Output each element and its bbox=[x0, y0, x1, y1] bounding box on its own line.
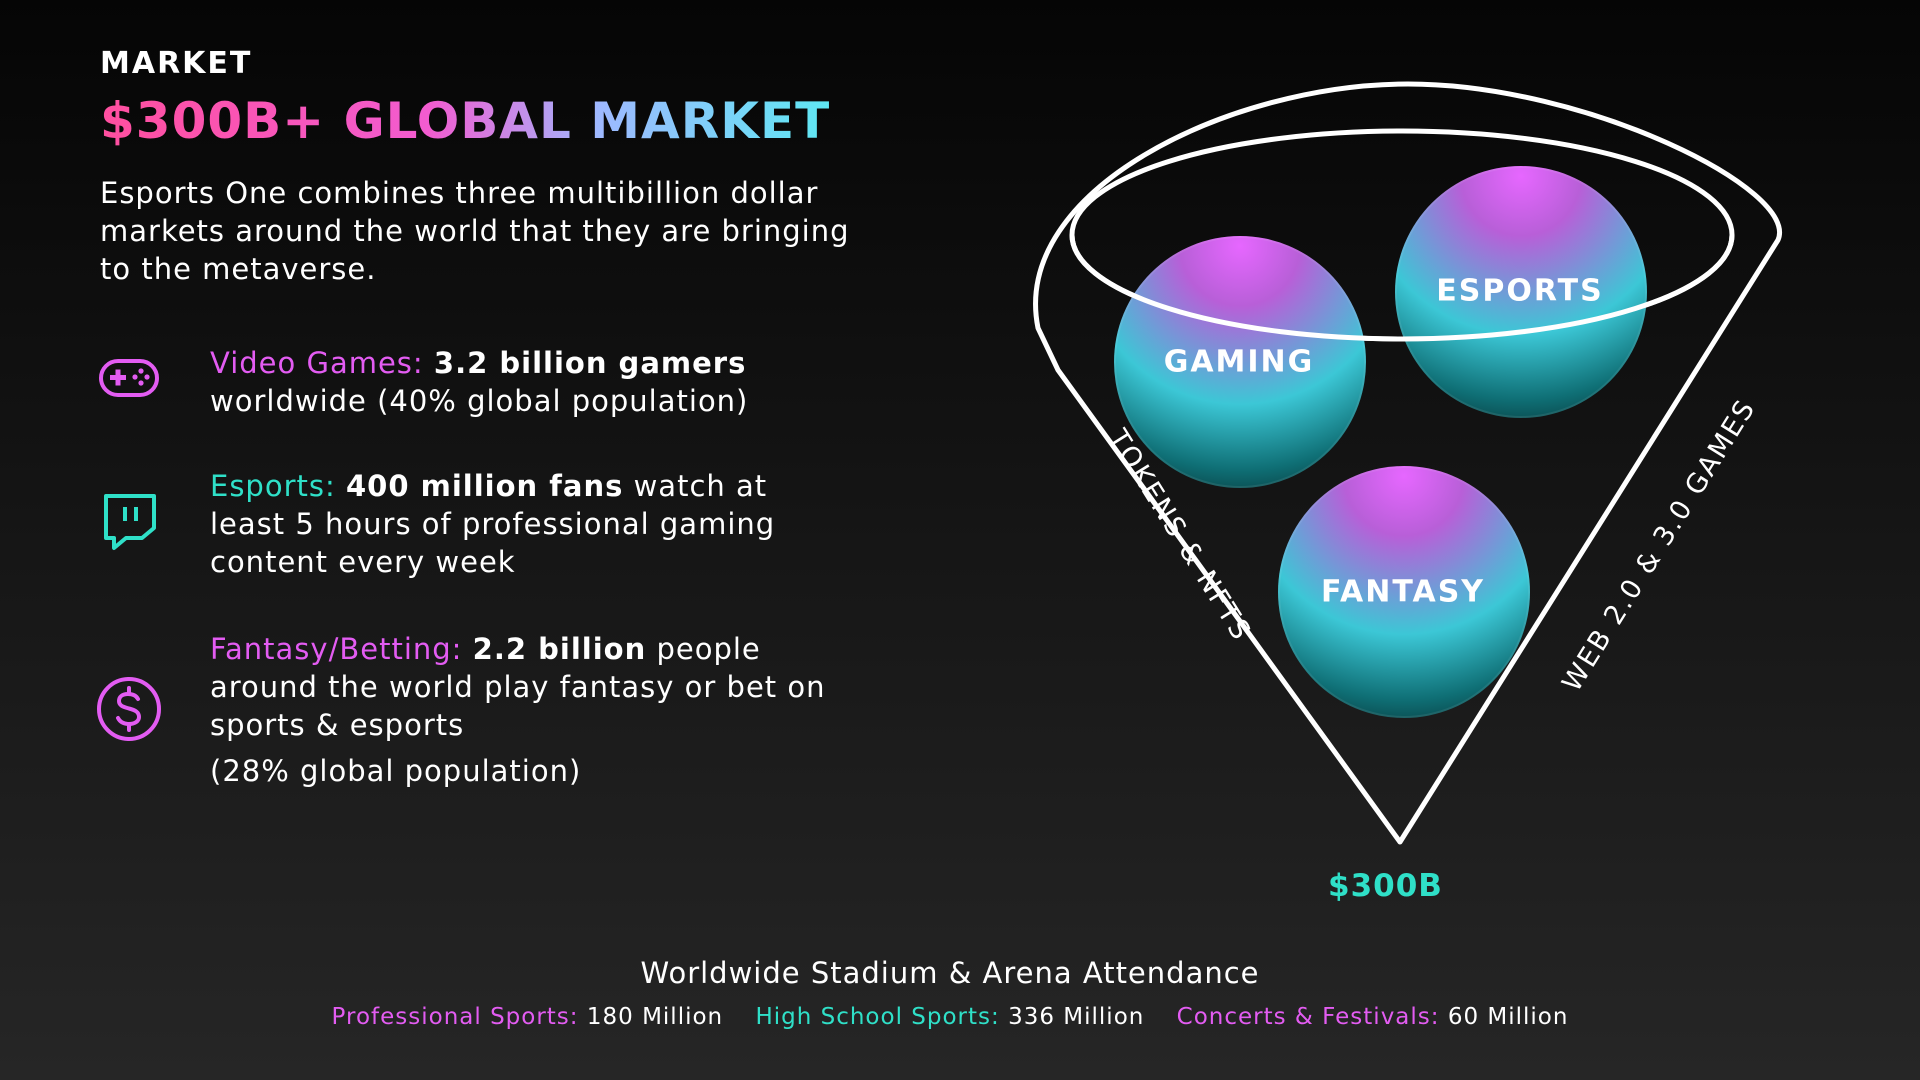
market-funnel-diagram: GAMING ESPORTS FANTASY TOKENS & NFTS WEB… bbox=[1010, 70, 1810, 890]
attendance-value: 336 Million bbox=[1008, 1004, 1144, 1030]
feature-label: Video Games: bbox=[210, 346, 424, 380]
intro-paragraph: Esports One combines three multibillion … bbox=[100, 174, 860, 288]
attendance-label: Professional Sports: bbox=[332, 1004, 579, 1030]
feature-label: Esports: bbox=[210, 469, 336, 503]
attendance-value: 60 Million bbox=[1448, 1004, 1569, 1030]
feature-label: Fantasy/Betting: bbox=[210, 632, 462, 666]
feature-highlight: 3.2 billion gamers bbox=[434, 346, 746, 380]
attendance-value: 180 Million bbox=[587, 1004, 723, 1030]
orb-label-fantasy: FANTASY bbox=[1321, 575, 1485, 610]
attendance-label: High School Sports: bbox=[755, 1004, 999, 1030]
feature-text: worldwide (40% global population) bbox=[210, 384, 748, 418]
feature-esports: Esports: 400 million fans watch at least… bbox=[210, 467, 850, 581]
orb-label-gaming: GAMING bbox=[1164, 345, 1315, 380]
feature-video-games: Video Games: 3.2 billion gamers worldwid… bbox=[210, 344, 850, 420]
gamepad-icon bbox=[98, 356, 160, 402]
attendance-item: Concerts & Festivals: 60 Million bbox=[1177, 1004, 1569, 1030]
feature-note: (28% global population) bbox=[210, 754, 581, 788]
twitch-icon bbox=[100, 492, 160, 552]
attendance-stats: Professional Sports: 180 Million High Sc… bbox=[0, 1004, 1900, 1030]
attendance-label: Concerts & Festivals: bbox=[1177, 1004, 1440, 1030]
feature-highlight: 2.2 billion bbox=[473, 632, 647, 666]
feature-fantasy-betting: Fantasy/Betting: 2.2 billion people arou… bbox=[210, 630, 850, 744]
attendance-title: Worldwide Stadium & Arena Attendance bbox=[0, 956, 1900, 990]
feature-highlight: 400 million fans bbox=[346, 469, 623, 503]
dollar-coin-icon bbox=[96, 676, 162, 742]
attendance-item: High School Sports: 336 Million bbox=[755, 1004, 1152, 1030]
orb-label-esports: ESPORTS bbox=[1436, 274, 1603, 309]
attendance-item: Professional Sports: 180 Million bbox=[332, 1004, 732, 1030]
funnel-total-value: $300B bbox=[1328, 868, 1443, 904]
page-title: $300B+ GLOBAL MARKET bbox=[100, 92, 830, 150]
section-label: MARKET bbox=[100, 46, 252, 81]
